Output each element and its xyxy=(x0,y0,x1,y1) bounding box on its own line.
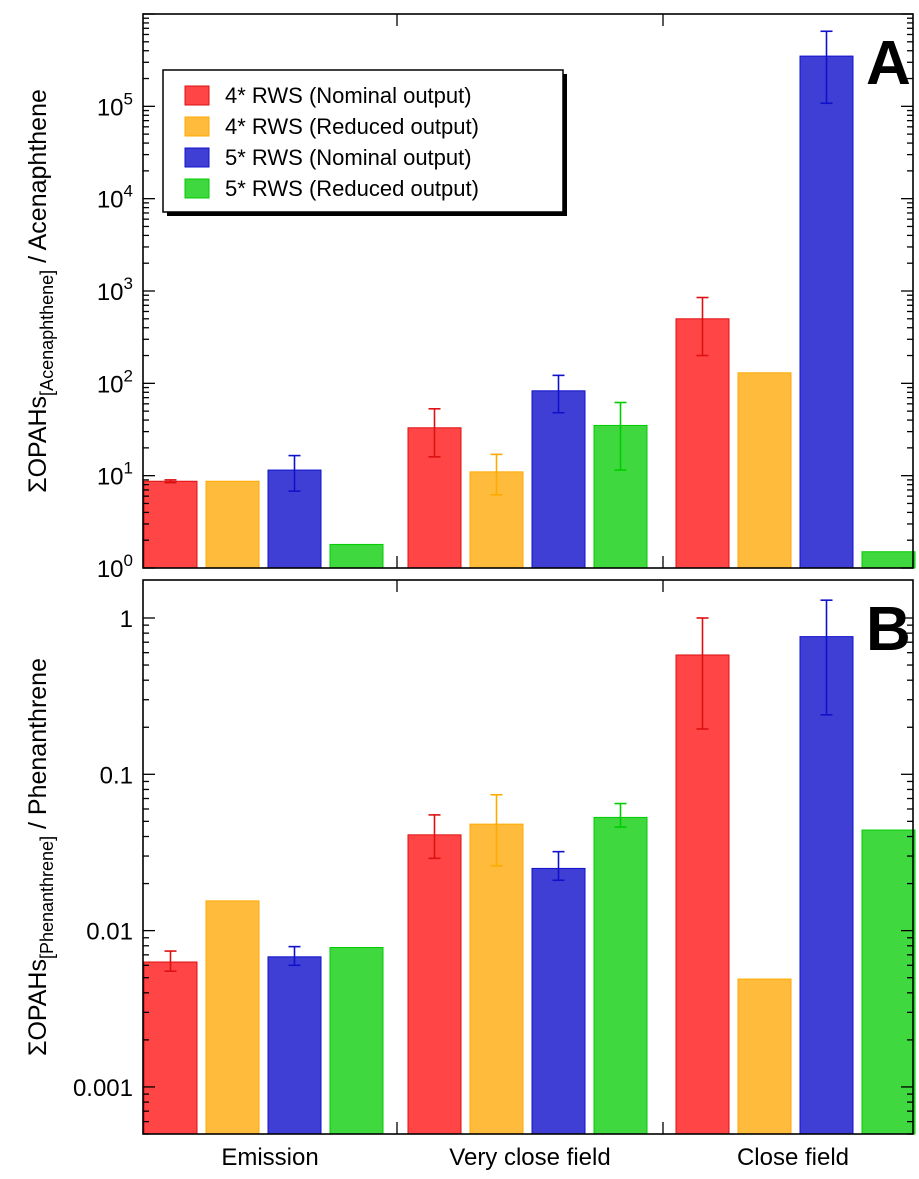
legend-swatch xyxy=(184,147,210,168)
panel-a-bar xyxy=(675,318,730,569)
panel-a-y-tick-label: 103 xyxy=(97,274,133,306)
legend-swatch xyxy=(184,116,210,137)
panel-a-bar xyxy=(205,480,260,569)
panel-a-bar xyxy=(861,551,916,569)
panel-b-y-tick-label: 0.001 xyxy=(73,1075,133,1102)
legend-box xyxy=(162,69,564,213)
legend-label: 4* RWS (Nominal output) xyxy=(225,83,472,108)
panel-b-bar xyxy=(861,829,916,1135)
panel-a-letter: A xyxy=(866,29,911,98)
panel-b-bar xyxy=(407,834,462,1135)
panel-a-bar xyxy=(799,55,854,569)
panel-b-bar xyxy=(205,900,260,1135)
panel-a-y-axis-title: ΣOPAHs[Acenaphthene] / Acenaphthene xyxy=(24,89,57,493)
x-category-label: Very close field xyxy=(449,1144,610,1171)
x-category-label: Emission xyxy=(221,1144,318,1171)
panel-a-y-tick-label: 102 xyxy=(97,366,133,398)
panel-a-y-tick-label: 101 xyxy=(97,459,133,491)
panel-b-y-axis-title: ΣOPAHs[Phenanthrene] / Phenanthrene xyxy=(24,658,57,1056)
legend-label: 4* RWS (Reduced output) xyxy=(225,114,479,139)
legend-label: 5* RWS (Reduced output) xyxy=(225,176,479,201)
panel-b-bar xyxy=(531,867,586,1135)
panel-a-bar xyxy=(531,390,586,569)
panel-b-y-tick-label: 0.1 xyxy=(100,762,133,789)
panel-b-bar xyxy=(737,978,792,1135)
panel-b-bar xyxy=(267,956,322,1135)
legend-swatch xyxy=(184,85,210,106)
panel-b-y-tick-label: 1 xyxy=(120,606,133,633)
panel-a-bar xyxy=(737,372,792,569)
panel-b-bar xyxy=(593,816,648,1135)
panel-b-y-tick-label: 0.01 xyxy=(86,919,133,946)
panel-b-bar xyxy=(329,946,384,1135)
panel-b-bar xyxy=(143,961,198,1135)
x-category-label: Close field xyxy=(737,1144,849,1171)
panel-a-y-tick-label: 105 xyxy=(97,89,133,121)
panel-b-bar xyxy=(469,823,524,1135)
panel-a-bar xyxy=(143,480,198,569)
panel-a-bar xyxy=(329,543,384,569)
panel-b-letter: B xyxy=(866,595,911,664)
legend-swatch xyxy=(184,178,210,199)
panel-a-y-tick-label: 100 xyxy=(97,551,133,583)
legend-label: 5* RWS (Nominal output) xyxy=(225,145,472,170)
panel-a-y-tick-label: 104 xyxy=(97,182,133,214)
panel-b-frame xyxy=(142,579,914,1135)
